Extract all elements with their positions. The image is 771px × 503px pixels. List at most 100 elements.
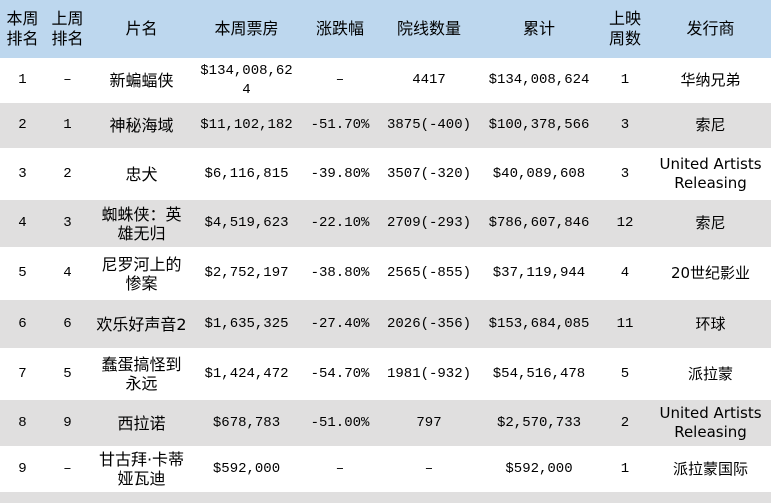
cell-this-week-rank: 5 (18, 265, 27, 281)
cell-this-week-rank: 7 (18, 365, 27, 382)
cell-weeks-released: 1 (620, 460, 630, 477)
cell-film-title: 新蝙蝠侠 (109, 71, 174, 90)
cell-cumulative-gross: $786,607,846 (488, 215, 590, 231)
cell-weeks-released: 12 (616, 215, 634, 231)
cell-film-title: 西拉诺 (117, 413, 166, 433)
cell-this-week-rank: 4 (18, 215, 27, 231)
cell-theater-count: 3507(-320) (386, 165, 471, 182)
cell-cumulative-gross: $2,570,733 (496, 414, 581, 431)
cell-distributor: 20世纪影业 (670, 264, 751, 282)
cell-last-week-rank: 3 (63, 215, 72, 231)
cell-change-pct: -27.40% (310, 315, 370, 332)
col-header-last-week-rank: 上周排名 (51, 9, 84, 48)
cell-last-week-rank: 9 (63, 414, 72, 431)
table-row: 8 9 西拉诺 $678,783 -51.00% 797 $2,570,733 … (0, 400, 771, 446)
cell-distributor: 派拉蒙 (687, 364, 733, 383)
col-header-film-title: 片名 (125, 19, 158, 38)
table-row: 6 6 欢乐好声音2 $1,635,325 -27.40% 2026(-356)… (0, 300, 771, 348)
table-row: 5 4 尼罗河上的惨案 $2,752,197 -38.80% 2565(-855… (0, 247, 771, 300)
col-header-cumulative-gross: 累计 (522, 19, 555, 38)
cell-film-title: 甘古拜·卡蒂娅瓦迪 (98, 450, 185, 488)
cell-theater-count: 4417 (412, 72, 446, 88)
cell-change-pct: -51.00% (310, 414, 370, 431)
cell-distributor: United Artists Releasing (659, 155, 762, 192)
table-row: 7 5 蠢蛋搞怪到永远 $1,424,472 -54.70% 1981(-932… (0, 348, 771, 400)
col-header-distributor: 发行商 (686, 19, 735, 38)
cell-theater-count: 797 (416, 414, 442, 431)
cell-last-week-rank: – (63, 72, 72, 88)
cell-theater-count: 2565(-855) (386, 265, 471, 281)
cell-weekly-gross: $1,635,325 (204, 315, 289, 332)
cell-weeks-released: 2 (620, 414, 630, 431)
cell-this-week-rank: 9 (18, 460, 27, 477)
cell-weeks-released: 1 (620, 72, 630, 88)
cell-cumulative-gross: $37,119,944 (492, 265, 586, 281)
box-office-table: 本周排名 上周排名 片名 本周票房 涨跌幅 院线数量 累计 上映周数 发行商 1… (0, 0, 771, 492)
cell-distributor: United Artists Releasing (659, 404, 762, 441)
cell-distributor: 索尼 (695, 116, 726, 134)
cell-weeks-released: 3 (620, 117, 630, 133)
cell-theater-count: – (424, 460, 434, 477)
cell-theater-count: 1981(-932) (386, 365, 471, 382)
table-row: 4 3 蜘蛛侠：英雄无归 $4,519,623 -22.10% 2709(-29… (0, 200, 771, 247)
cell-weekly-gross: $11,102,182 (200, 117, 293, 133)
cell-change-pct: -51.70% (310, 117, 370, 133)
cell-cumulative-gross: $153,684,085 (488, 315, 590, 332)
cell-weekly-gross: $134,008,624 (200, 62, 293, 98)
cell-change-pct: – (335, 72, 345, 88)
col-header-this-week-rank: 本周排名 (6, 9, 39, 48)
cell-weekly-gross: $4,519,623 (204, 215, 289, 231)
header-row: 本周排名 上周排名 片名 本周票房 涨跌幅 院线数量 累计 上映周数 发行商 (0, 0, 771, 58)
cell-film-title: 蜘蛛侠：英雄无归 (101, 204, 182, 243)
table-row: 2 1 神秘海域 $11,102,182 -51.70% 3875(-400) … (0, 103, 771, 148)
cell-last-week-rank: 1 (63, 117, 72, 133)
cell-cumulative-gross: $100,378,566 (488, 117, 590, 133)
cell-film-title: 忠犬 (125, 164, 158, 184)
col-header-theater-count: 院线数量 (396, 19, 461, 38)
cell-film-title: 神秘海域 (109, 116, 174, 135)
cell-film-title: 蠢蛋搞怪到永远 (101, 355, 182, 393)
cell-cumulative-gross: $134,008,624 (488, 72, 590, 88)
cell-weeks-released: 4 (620, 265, 630, 281)
partial-next-row-strip (0, 492, 771, 503)
cell-weekly-gross: $592,000 (212, 460, 281, 477)
cell-last-week-rank: – (63, 460, 72, 477)
cell-change-pct: -22.10% (310, 215, 370, 231)
cell-weeks-released: 3 (620, 165, 630, 182)
cell-film-title: 欢乐好声音2 (96, 314, 187, 334)
cell-distributor: 华纳兄弟 (680, 71, 741, 89)
cell-distributor: 索尼 (695, 214, 726, 232)
cell-weekly-gross: $1,424,472 (204, 365, 289, 382)
cell-weekly-gross: $2,752,197 (204, 265, 289, 281)
cell-film-title: 尼罗河上的惨案 (101, 254, 182, 293)
table-row: 1 – 新蝙蝠侠 $134,008,624 – 4417 $134,008,62… (0, 58, 771, 103)
cell-distributor: 环球 (695, 314, 726, 333)
cell-weekly-gross: $6,116,815 (204, 165, 289, 182)
cell-weeks-released: 11 (616, 315, 634, 332)
cell-this-week-rank: 3 (18, 165, 27, 182)
cell-last-week-rank: 5 (63, 365, 72, 382)
cell-last-week-rank: 4 (63, 265, 72, 281)
cell-theater-count: 3875(-400) (386, 117, 471, 133)
col-header-change-pct: 涨跌幅 (315, 19, 364, 38)
cell-theater-count: 2709(-293) (386, 215, 471, 231)
cell-change-pct: -38.80% (310, 265, 370, 281)
cell-change-pct: -39.80% (310, 165, 370, 182)
cell-last-week-rank: 6 (63, 315, 72, 332)
cell-distributor: 派拉蒙国际 (672, 459, 748, 478)
cell-change-pct: -54.70% (310, 365, 370, 382)
cell-cumulative-gross: $592,000 (505, 460, 573, 477)
table-row: 3 2 忠犬 $6,116,815 -39.80% 3507(-320) $40… (0, 148, 771, 200)
cell-weekly-gross: $678,783 (212, 414, 281, 431)
cell-weeks-released: 5 (620, 365, 630, 382)
cell-this-week-rank: 6 (18, 315, 27, 332)
cell-cumulative-gross: $54,516,478 (492, 365, 586, 382)
col-header-weekly-gross: 本周票房 (214, 19, 279, 38)
table-row: 9 – 甘古拜·卡蒂娅瓦迪 $592,000 – – $592,000 1 派拉… (0, 446, 771, 492)
cell-this-week-rank: 8 (18, 414, 27, 431)
cell-this-week-rank: 2 (18, 117, 27, 133)
col-header-weeks-released: 上映周数 (608, 9, 641, 48)
cell-last-week-rank: 2 (63, 165, 72, 182)
cell-this-week-rank: 1 (18, 72, 27, 88)
cell-theater-count: 2026(-356) (386, 315, 471, 332)
